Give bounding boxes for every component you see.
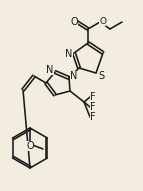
Text: N: N: [70, 71, 78, 81]
Text: O: O: [26, 141, 34, 151]
Text: N: N: [46, 65, 54, 75]
Text: S: S: [98, 71, 104, 81]
Text: F: F: [90, 92, 96, 102]
Text: O: O: [100, 16, 107, 26]
Text: F: F: [90, 102, 96, 112]
Text: O: O: [70, 17, 78, 27]
Text: N: N: [65, 49, 73, 59]
Text: F: F: [90, 112, 96, 122]
